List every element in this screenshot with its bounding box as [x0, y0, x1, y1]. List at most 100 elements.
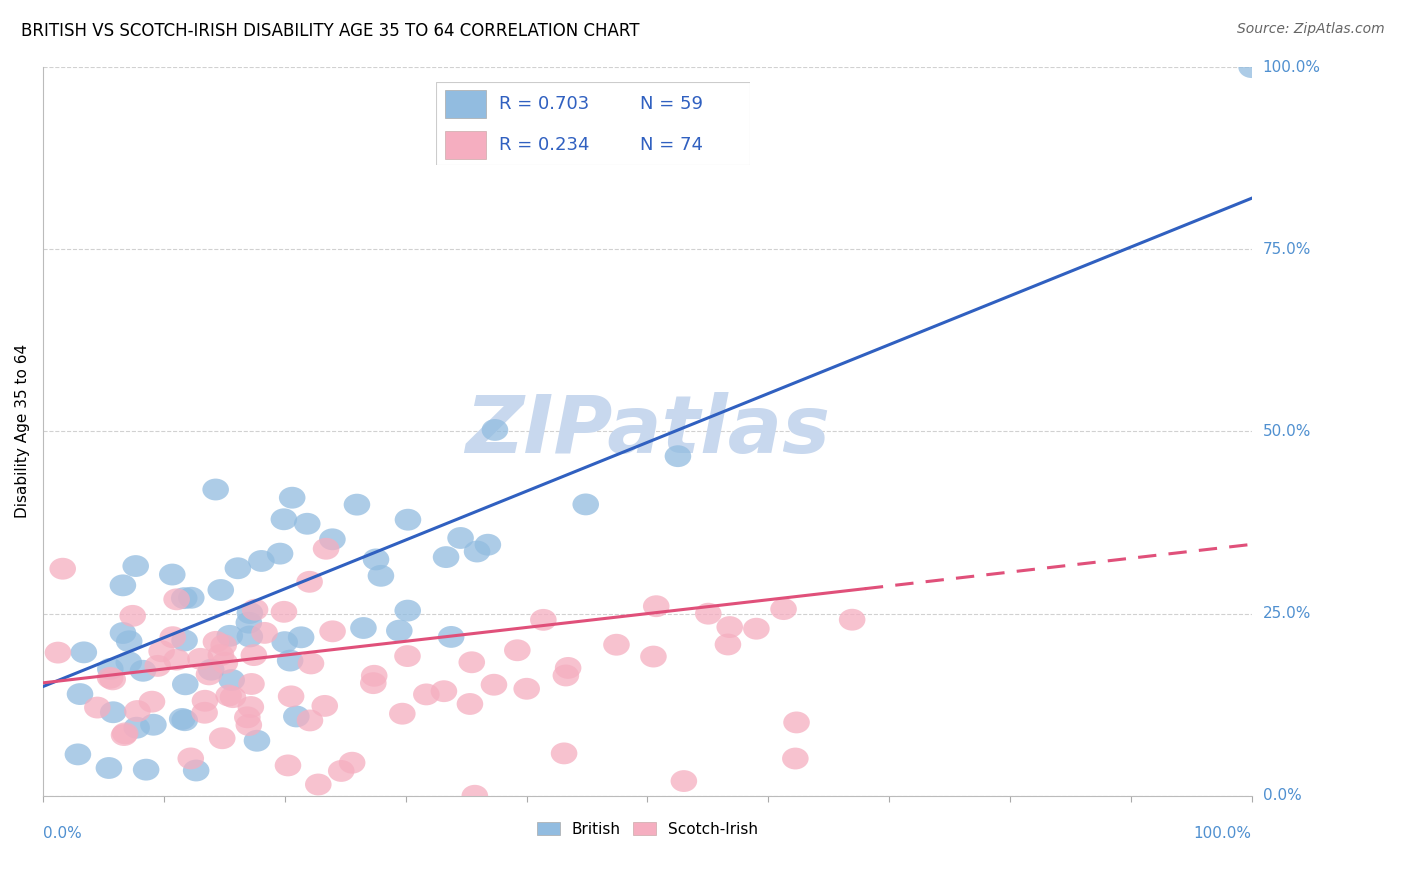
Ellipse shape — [695, 603, 721, 624]
Ellipse shape — [274, 755, 301, 776]
Ellipse shape — [394, 645, 420, 667]
Ellipse shape — [252, 622, 278, 644]
Ellipse shape — [312, 538, 339, 559]
Ellipse shape — [115, 631, 142, 652]
Ellipse shape — [572, 493, 599, 516]
Ellipse shape — [312, 695, 337, 717]
Ellipse shape — [219, 686, 246, 708]
Ellipse shape — [208, 644, 235, 666]
Ellipse shape — [363, 549, 389, 570]
Ellipse shape — [177, 747, 204, 770]
Ellipse shape — [211, 634, 238, 657]
Ellipse shape — [389, 703, 416, 724]
Ellipse shape — [433, 546, 460, 568]
Ellipse shape — [283, 706, 309, 727]
Ellipse shape — [395, 508, 422, 531]
Ellipse shape — [236, 714, 262, 736]
Ellipse shape — [553, 665, 579, 687]
Text: 75.0%: 75.0% — [1263, 242, 1310, 257]
Ellipse shape — [671, 770, 697, 792]
Ellipse shape — [163, 648, 190, 671]
Y-axis label: Disability Age 35 to 64: Disability Age 35 to 64 — [15, 344, 30, 518]
Ellipse shape — [782, 747, 808, 770]
Ellipse shape — [233, 706, 260, 728]
Text: 25.0%: 25.0% — [1263, 606, 1310, 621]
Text: 0.0%: 0.0% — [1263, 789, 1302, 804]
Ellipse shape — [294, 513, 321, 534]
Ellipse shape — [361, 665, 388, 687]
Ellipse shape — [457, 693, 484, 714]
Ellipse shape — [110, 574, 136, 596]
Ellipse shape — [267, 542, 294, 565]
Ellipse shape — [236, 602, 263, 624]
Ellipse shape — [387, 620, 412, 641]
Ellipse shape — [242, 599, 269, 621]
Ellipse shape — [112, 723, 138, 744]
Ellipse shape — [481, 673, 508, 696]
Ellipse shape — [717, 616, 742, 638]
Ellipse shape — [278, 487, 305, 508]
Ellipse shape — [122, 555, 149, 577]
Ellipse shape — [1239, 56, 1265, 78]
Ellipse shape — [202, 631, 229, 653]
Legend: British, Scotch-Irish: British, Scotch-Irish — [530, 815, 765, 843]
Ellipse shape — [640, 646, 666, 667]
Ellipse shape — [191, 702, 218, 723]
Ellipse shape — [115, 651, 142, 673]
Ellipse shape — [437, 626, 464, 648]
Ellipse shape — [198, 659, 225, 681]
Ellipse shape — [195, 664, 222, 685]
Ellipse shape — [243, 730, 270, 752]
Text: ZIPatlas: ZIPatlas — [465, 392, 830, 470]
Ellipse shape — [839, 608, 866, 631]
Ellipse shape — [277, 649, 304, 672]
Ellipse shape — [84, 697, 111, 718]
Ellipse shape — [209, 727, 236, 749]
Ellipse shape — [744, 618, 769, 640]
Ellipse shape — [530, 609, 557, 631]
Ellipse shape — [215, 684, 242, 706]
Ellipse shape — [236, 612, 262, 633]
Ellipse shape — [172, 709, 198, 731]
Ellipse shape — [475, 533, 501, 556]
Ellipse shape — [159, 626, 186, 648]
Ellipse shape — [464, 541, 491, 563]
Ellipse shape — [413, 683, 440, 706]
Ellipse shape — [714, 633, 741, 656]
Ellipse shape — [288, 626, 315, 648]
Text: 0.0%: 0.0% — [44, 826, 82, 841]
Ellipse shape — [66, 683, 93, 705]
Ellipse shape — [458, 651, 485, 673]
Ellipse shape — [111, 724, 138, 746]
Ellipse shape — [183, 760, 209, 781]
Ellipse shape — [238, 696, 264, 718]
Ellipse shape — [97, 667, 124, 689]
Ellipse shape — [297, 709, 323, 731]
Ellipse shape — [45, 641, 72, 664]
Ellipse shape — [271, 632, 298, 653]
Ellipse shape — [236, 625, 263, 648]
Text: BRITISH VS SCOTCH-IRISH DISABILITY AGE 35 TO 64 CORRELATION CHART: BRITISH VS SCOTCH-IRISH DISABILITY AGE 3… — [21, 22, 640, 40]
Ellipse shape — [319, 528, 346, 550]
Ellipse shape — [120, 605, 146, 627]
Ellipse shape — [129, 660, 156, 681]
Ellipse shape — [211, 652, 238, 673]
Text: 100.0%: 100.0% — [1194, 826, 1251, 841]
Ellipse shape — [148, 640, 174, 662]
Ellipse shape — [770, 599, 797, 620]
Text: Source: ZipAtlas.com: Source: ZipAtlas.com — [1237, 22, 1385, 37]
Ellipse shape — [238, 673, 264, 695]
Ellipse shape — [555, 657, 582, 679]
Ellipse shape — [360, 673, 387, 694]
Ellipse shape — [49, 558, 76, 580]
Ellipse shape — [328, 760, 354, 782]
Ellipse shape — [202, 479, 229, 500]
Ellipse shape — [503, 640, 530, 661]
Ellipse shape — [665, 445, 692, 467]
Ellipse shape — [124, 700, 150, 722]
Ellipse shape — [447, 527, 474, 549]
Ellipse shape — [65, 743, 91, 765]
Ellipse shape — [163, 589, 190, 610]
Ellipse shape — [350, 617, 377, 639]
Ellipse shape — [297, 571, 323, 593]
